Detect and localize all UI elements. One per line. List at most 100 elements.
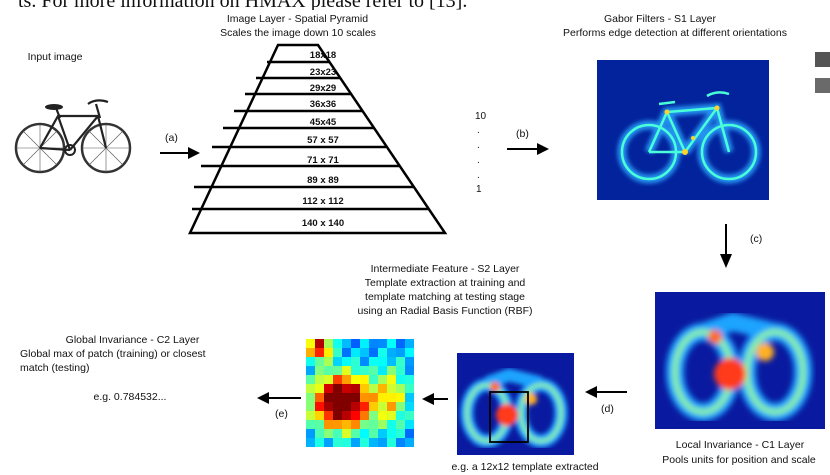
heatmap-cell bbox=[333, 393, 342, 402]
c2-line: match (testing) bbox=[20, 362, 90, 374]
gabor-filter-image bbox=[597, 60, 769, 200]
heatmap-cell bbox=[360, 438, 369, 447]
heatmap-cell bbox=[396, 357, 405, 366]
heatmap-cell bbox=[333, 348, 342, 357]
heatmap-cell bbox=[405, 411, 414, 420]
scale-count-top: 10 bbox=[475, 111, 487, 122]
heatmap-cell bbox=[333, 339, 342, 348]
scale-label: 29x29 bbox=[309, 83, 337, 94]
heatmap-cell bbox=[306, 429, 315, 438]
heatmap-cell bbox=[351, 339, 360, 348]
heatmap-cell bbox=[351, 402, 360, 411]
heatmap-cell bbox=[405, 348, 414, 357]
c1-title: Local Invariance - C1 Layer bbox=[675, 439, 805, 451]
heatmap-cell bbox=[405, 438, 414, 447]
heatmap-cell bbox=[324, 339, 333, 348]
heatmap-cell bbox=[378, 366, 387, 375]
heatmap-cell bbox=[396, 438, 405, 447]
heatmap-cell bbox=[324, 402, 333, 411]
image-layer-subtitle: Scales the image down 10 scales bbox=[220, 27, 376, 39]
heatmap-cell bbox=[306, 357, 315, 366]
heatmap-cell bbox=[405, 384, 414, 393]
bicycle-image bbox=[14, 99, 132, 174]
arrow-c bbox=[720, 224, 732, 268]
arrow-e-label: (e) bbox=[275, 408, 288, 420]
scale-label: 36x36 bbox=[309, 99, 337, 110]
heatmap-cell bbox=[324, 438, 333, 447]
heatmap-cell bbox=[306, 348, 315, 357]
heatmap-cell bbox=[369, 366, 378, 375]
heatmap-cell bbox=[387, 420, 396, 429]
heatmap-cell bbox=[405, 357, 414, 366]
heatmap-cell bbox=[378, 393, 387, 402]
s2-line: using an Radial Basis Function (RBF) bbox=[357, 305, 533, 317]
gabor-title: Gabor Filters - S1 Layer bbox=[603, 13, 717, 25]
heatmap-cell bbox=[396, 366, 405, 375]
heatmap-cell bbox=[396, 402, 405, 411]
heatmap-cell bbox=[360, 339, 369, 348]
heatmap-cell bbox=[306, 393, 315, 402]
heatmap-cell bbox=[387, 429, 396, 438]
heatmap-cell bbox=[342, 348, 351, 357]
heatmap-cell bbox=[378, 402, 387, 411]
s2-title: Intermediate Feature - S2 Layer bbox=[370, 263, 520, 275]
s2-line: Template extraction at training and bbox=[364, 277, 526, 289]
image-layer-title: Image Layer - Spatial Pyramid bbox=[226, 13, 369, 25]
heatmap-cell bbox=[378, 375, 387, 384]
filter-thumbnail bbox=[815, 78, 830, 93]
heatmap-cell bbox=[387, 357, 396, 366]
heatmap-cell bbox=[360, 429, 369, 438]
heatmap-cell bbox=[387, 348, 396, 357]
heatmap-cell bbox=[342, 438, 351, 447]
heatmap-cell bbox=[369, 384, 378, 393]
heatmap-cell bbox=[378, 339, 387, 348]
heatmap-cell bbox=[351, 357, 360, 366]
scale-label: 89 x 89 bbox=[307, 175, 339, 186]
c1-subtitle: Pools units for position and scale bbox=[662, 454, 816, 466]
heatmap-cell bbox=[315, 402, 324, 411]
heatmap-cell bbox=[396, 339, 405, 348]
heatmap-cell bbox=[315, 411, 324, 420]
heatmap-cell bbox=[360, 366, 369, 375]
heatmap-cell bbox=[387, 339, 396, 348]
heatmap-cell bbox=[387, 411, 396, 420]
c1-layer-image bbox=[655, 292, 825, 429]
heatmap-cell bbox=[351, 438, 360, 447]
heatmap-cell bbox=[369, 348, 378, 357]
scale-label: 71 x 71 bbox=[307, 155, 339, 166]
heatmap-cell bbox=[315, 393, 324, 402]
heatmap-cell bbox=[369, 357, 378, 366]
heatmap-cell bbox=[315, 366, 324, 375]
heatmap-cell bbox=[378, 357, 387, 366]
heatmap-cell bbox=[396, 384, 405, 393]
heatmap-cell bbox=[378, 429, 387, 438]
heatmap-cell bbox=[342, 429, 351, 438]
heatmap-cell bbox=[306, 366, 315, 375]
heatmap-cell bbox=[333, 411, 342, 420]
c2-title: Global Invariance - C2 Layer bbox=[65, 334, 200, 346]
heatmap-cell bbox=[333, 429, 342, 438]
heatmap-cell bbox=[351, 348, 360, 357]
heatmap-cell bbox=[396, 420, 405, 429]
heatmap-cell bbox=[360, 357, 369, 366]
heatmap-cell bbox=[360, 384, 369, 393]
heatmap-cell bbox=[378, 411, 387, 420]
heatmap-cell bbox=[405, 393, 414, 402]
heatmap-cell bbox=[324, 420, 333, 429]
heatmap-cell bbox=[396, 348, 405, 357]
heatmap-cell bbox=[306, 384, 315, 393]
heatmap-cell bbox=[342, 366, 351, 375]
heatmap-cell bbox=[333, 438, 342, 447]
heatmap-cell bbox=[342, 384, 351, 393]
heatmap-cell bbox=[333, 366, 342, 375]
c2-line: Global max of patch (training) or closes… bbox=[20, 348, 206, 360]
heatmap-cell bbox=[324, 384, 333, 393]
scale-count-bottom: 1 bbox=[476, 184, 482, 195]
s2-layer-image bbox=[457, 353, 574, 455]
heatmap-cell bbox=[396, 393, 405, 402]
arrow-template bbox=[422, 393, 448, 405]
scale-label: 57 x 57 bbox=[307, 135, 339, 146]
heatmap-cell bbox=[306, 420, 315, 429]
heatmap-cell bbox=[387, 375, 396, 384]
heatmap-cell bbox=[342, 339, 351, 348]
